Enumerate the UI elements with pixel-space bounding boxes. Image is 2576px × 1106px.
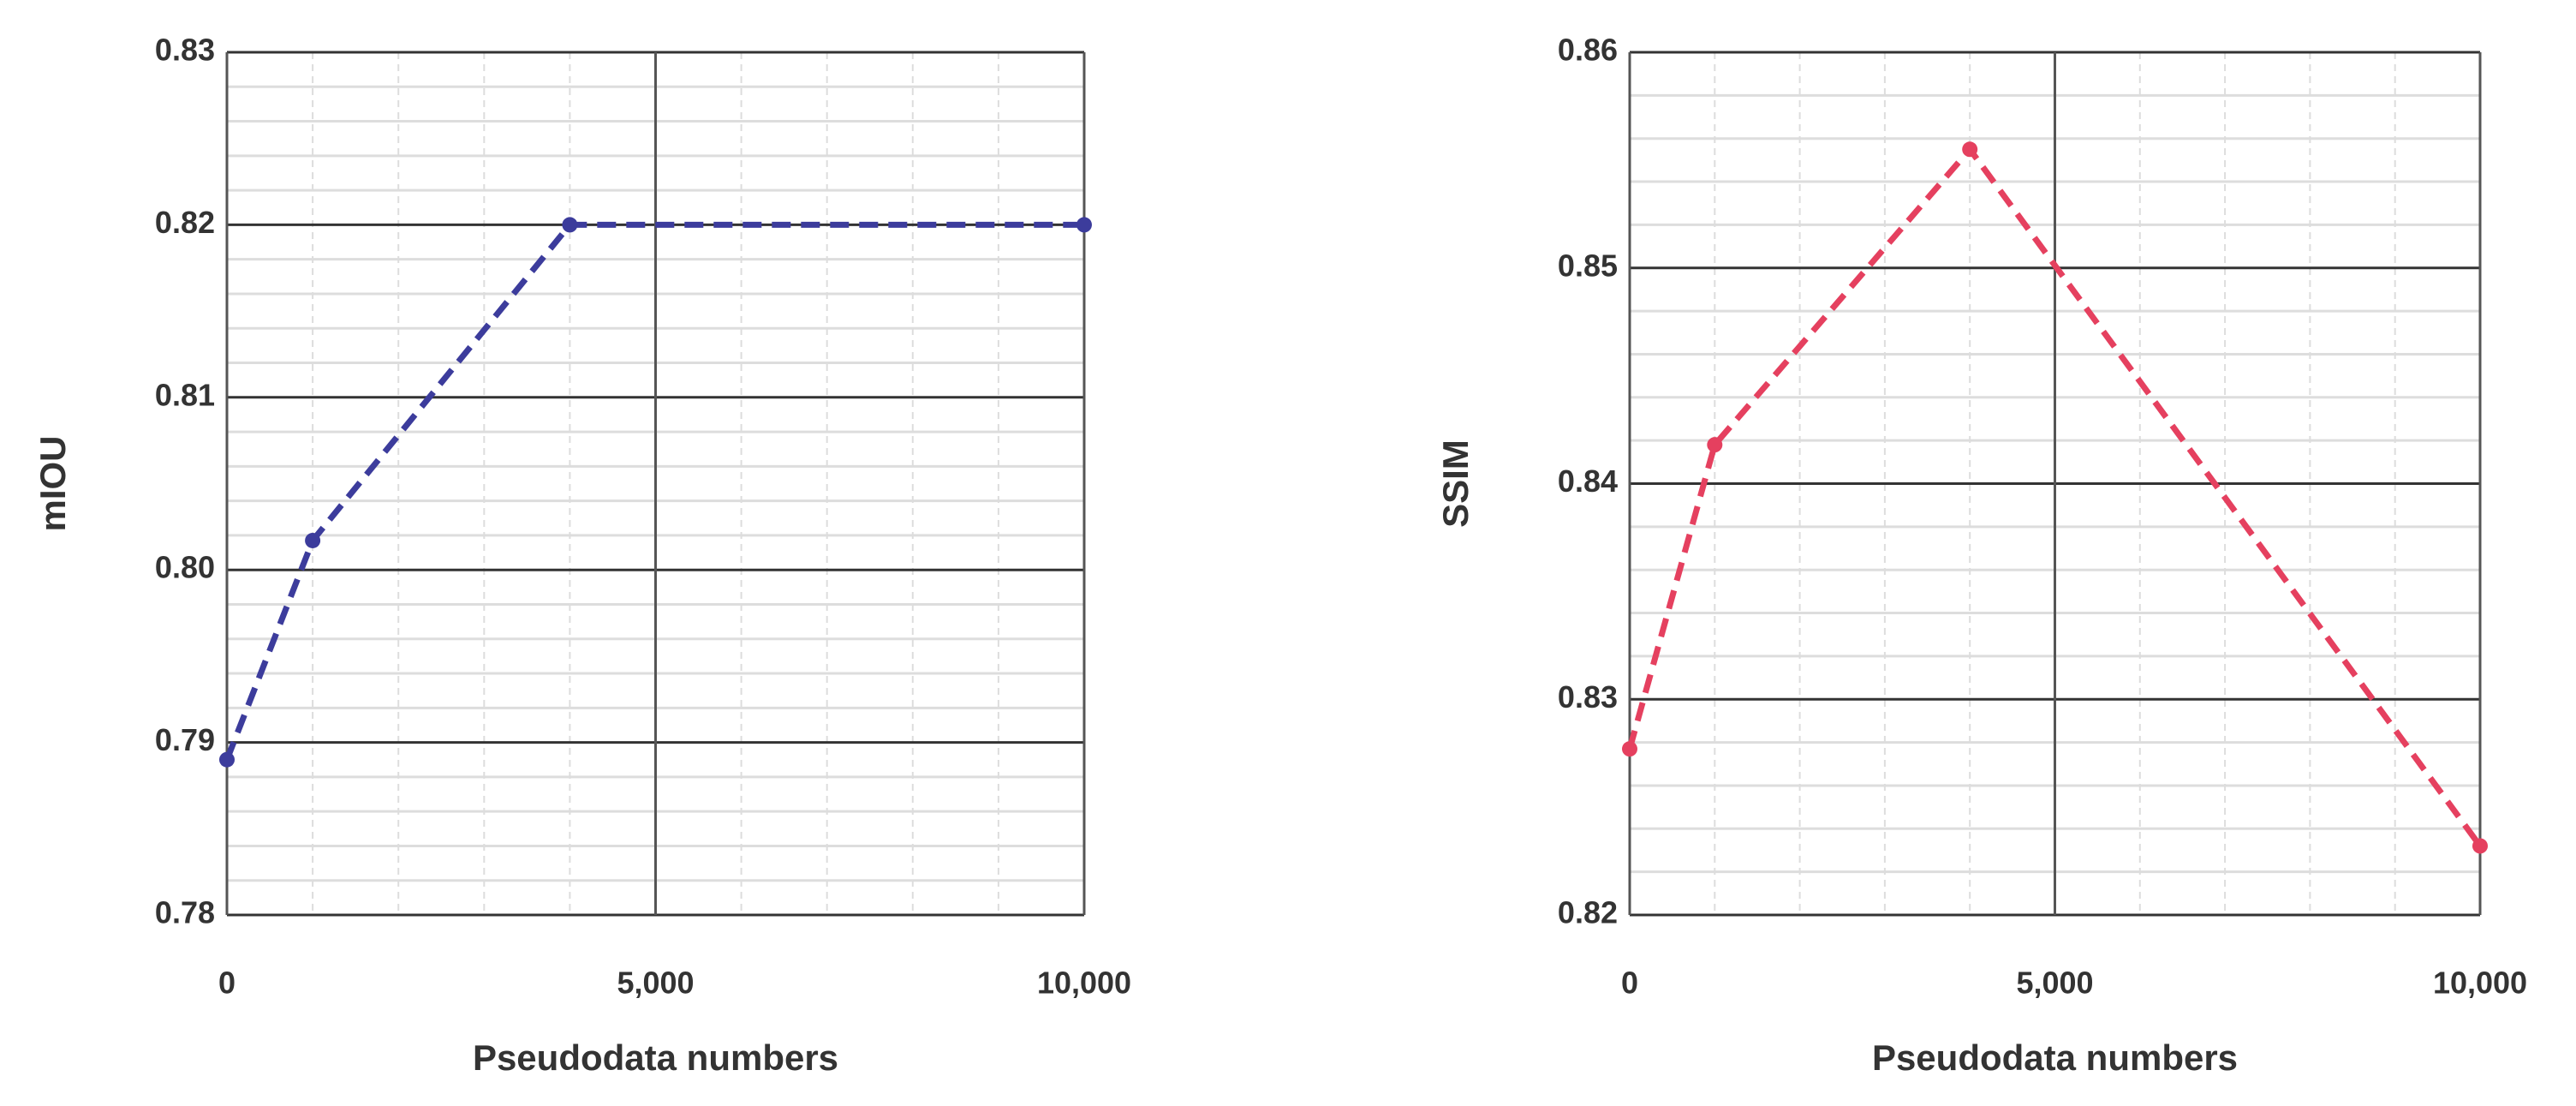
x-tick-label: 5,000: [2016, 966, 2093, 1001]
y-tick-label: 0.82: [155, 205, 215, 240]
data-line: [1626, 144, 2483, 848]
y-axis-title: SSIM: [1435, 439, 1476, 528]
y-tick-label: 0.79: [155, 722, 215, 757]
x-tick-label: 0: [1621, 966, 1638, 1001]
y-axis-title: mIOU: [33, 435, 73, 531]
x-tick-label: 10,000: [2433, 966, 2527, 1001]
data-point: [219, 751, 235, 768]
y-tick-label: 0.81: [155, 377, 215, 412]
data-point: [305, 532, 321, 548]
x-axis-title: Pseudodata numbers: [1872, 1037, 2238, 1078]
y-tick-label: 0.78: [155, 895, 215, 930]
x-tick-label: 10,000: [1037, 966, 1131, 1001]
y-tick-label: 0.82: [1558, 895, 1618, 930]
data-point: [2472, 838, 2488, 854]
data-point: [562, 217, 578, 233]
data-point: [1622, 741, 1637, 757]
y-tick-label: 0.83: [1558, 679, 1618, 714]
data-point: [1707, 437, 1723, 453]
data-point: [1962, 141, 1978, 158]
data-line: [224, 221, 1084, 762]
y-tick-label: 0.86: [1558, 33, 1618, 68]
data-point: [1076, 217, 1092, 233]
y-tick-label: 0.84: [1558, 463, 1618, 499]
x-tick-label: 0: [218, 966, 236, 1001]
y-tick-label: 0.85: [1558, 248, 1618, 283]
y-tick-label: 0.83: [155, 33, 215, 68]
y-tick-label: 0.80: [155, 550, 215, 585]
x-tick-label: 5,000: [617, 966, 694, 1001]
x-axis-title: Pseudodata numbers: [473, 1037, 838, 1078]
